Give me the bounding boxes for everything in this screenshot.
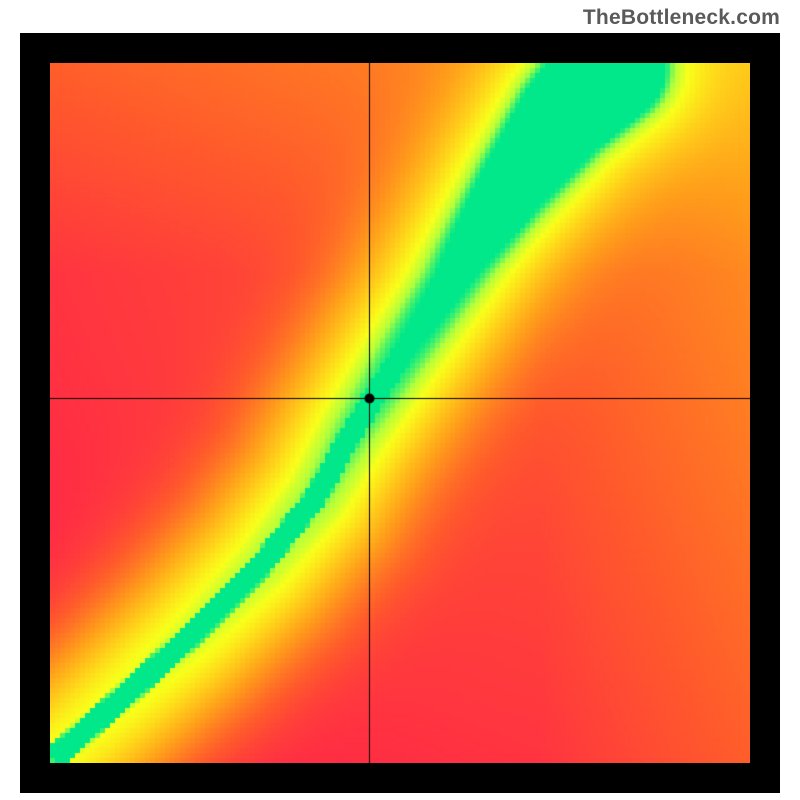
crosshair-overlay — [50, 63, 750, 763]
watermark-text: TheBottleneck.com — [583, 6, 780, 30]
plot-frame — [20, 33, 780, 793]
chart-container: TheBottleneck.com — [0, 0, 800, 800]
